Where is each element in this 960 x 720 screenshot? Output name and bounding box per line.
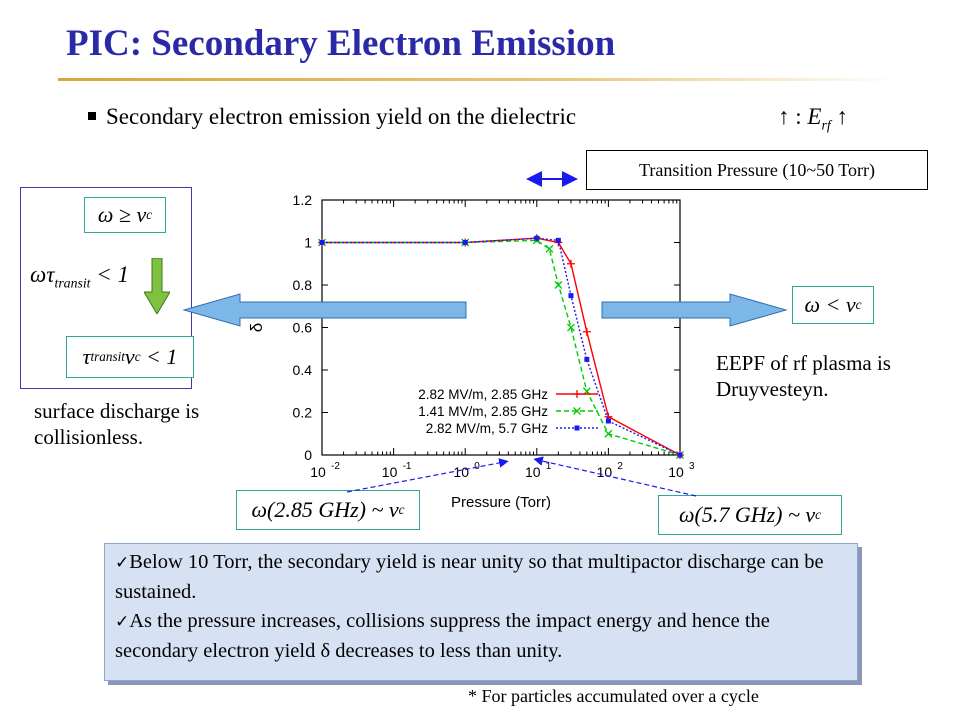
data-point-cross <box>545 244 554 253</box>
eq1-lhs: ω <box>97 202 114 227</box>
x-tick-exponent: -2 <box>331 461 340 472</box>
checkmark-icon: ✓ <box>115 612 130 632</box>
eq1-rhs: ≥ ν <box>118 202 147 227</box>
erf-trend-note: ↑ : Erf ↑ <box>778 104 848 134</box>
bottom-eq2-lhs: ω(5.7 GHz) ~ ν <box>678 502 816 527</box>
right-caption: EEPF of rf plasma is Druyvesteyn. <box>716 351 891 401</box>
y-tick-label: 0.6 <box>293 320 313 336</box>
erf-var: E <box>807 104 822 129</box>
eq2-sub: transit <box>54 275 91 291</box>
right-eq-sub: c <box>855 297 862 312</box>
series-line <box>322 237 681 456</box>
slide-title: PIC: Secondary Electron Emission <box>66 23 616 64</box>
data-point-square <box>574 425 580 431</box>
data-point-square <box>584 356 590 362</box>
data-point-cross <box>567 323 575 332</box>
data-point-square <box>534 235 540 241</box>
y-axis-label: δ <box>247 323 266 332</box>
note-text-2b: decreases to less than unity. <box>330 640 563 662</box>
eq3-rhs: < 1 <box>146 344 178 369</box>
data-point-cross <box>573 407 581 415</box>
square-bullet-icon <box>88 111 96 120</box>
legend-entry: 2.82 MV/m, 5.7 GHz <box>426 421 549 436</box>
data-point-square <box>555 237 561 243</box>
data-point-cross <box>604 429 613 438</box>
x-tick-label: 10 <box>668 464 684 480</box>
green-down-arrow-icon <box>144 258 170 314</box>
summary-note: ✓Below 10 Torr, the secondary yield is n… <box>104 543 858 681</box>
data-point-square <box>319 240 325 245</box>
pointer-5-7ghz-icon <box>533 456 697 497</box>
y-tick-label: 0.8 <box>293 277 313 293</box>
y-tick-label: 1.2 <box>293 192 313 208</box>
data-point-plus <box>582 327 591 336</box>
erf-sub: rf <box>821 117 831 133</box>
x-tick-label: 10 <box>310 464 326 480</box>
x-tick-label: 10 <box>453 464 469 480</box>
legend-entry: 1.41 MV/m, 2.85 GHz <box>418 404 548 419</box>
eq3-lhs: τ <box>82 344 91 369</box>
bullet-text: Secondary electron emission yield on the… <box>106 104 577 129</box>
bottom-eq1-lhs: ω(2.85 GHz) ~ ν <box>251 497 399 522</box>
data-point-square <box>568 293 574 299</box>
bottom-eq2-sub: c <box>815 507 822 522</box>
eq3-mid: ν <box>124 344 135 369</box>
x-tick-label: 10 <box>597 464 613 480</box>
x-axis-label: Pressure (Torr) <box>451 494 551 511</box>
y-tick-label: 0.2 <box>293 405 313 421</box>
up-arrow-icon-2: ↑ <box>836 104 848 129</box>
x-tick-label: 10 <box>382 464 398 480</box>
x-tick-label: 10 <box>525 464 541 480</box>
x-tick-exponent: 2 <box>617 461 623 472</box>
y-tick-label: 0.4 <box>293 362 313 378</box>
x-tick-exponent: 0 <box>474 461 480 472</box>
note-delta: δ <box>320 640 331 662</box>
data-point-plus <box>566 259 575 268</box>
x-tick-exponent: -1 <box>403 461 412 472</box>
bottom-eq1-sub: c <box>398 502 405 517</box>
pointer-2-85ghz-icon <box>346 458 509 493</box>
eq3-sub2: c <box>134 349 141 364</box>
data-point-plus <box>573 390 581 398</box>
omega-tau-transit-equation: ωτtransit < 1 <box>30 262 129 292</box>
eq2-rhs: < 1 <box>96 262 130 287</box>
note-item-2: ✓As the pressure increases, collisions s… <box>115 607 847 666</box>
data-point-square <box>462 240 468 245</box>
x-tick-exponent: 3 <box>689 461 695 472</box>
eq2-lhs: ωτ <box>30 262 55 287</box>
y-tick-label: 0 <box>304 447 312 463</box>
checkmark-icon: ✓ <box>115 553 130 573</box>
eq1-sub: c <box>146 207 153 222</box>
up-arrow-icon: ↑ : <box>778 104 802 129</box>
footnote: * For particles accumulated over a cycle <box>468 686 759 706</box>
note-text-1: Below 10 Torr, the secondary yield is ne… <box>115 551 824 603</box>
title-underline <box>58 78 898 81</box>
note-item-1: ✓Below 10 Torr, the secondary yield is n… <box>115 548 847 607</box>
left-caption: surface discharge is collisionless. <box>34 399 200 449</box>
legend-entry: 2.82 MV/m, 2.85 GHz <box>418 387 548 402</box>
left-wide-arrow-icon <box>182 293 467 327</box>
right-wide-arrow-icon <box>601 293 788 327</box>
x-tick-exponent: 1 <box>546 461 552 472</box>
note-text-2a: As the pressure increases, collisions su… <box>115 610 770 662</box>
data-point-square <box>605 418 611 424</box>
eq3-sub: transit <box>90 349 125 364</box>
data-point-square <box>677 452 683 458</box>
bullet-line: Secondary electron emission yield on the… <box>88 104 576 130</box>
right-eq-lhs: ω < ν <box>804 292 856 317</box>
collisionless-conditions-panel <box>20 187 192 389</box>
data-point-cross <box>554 281 563 289</box>
y-tick-label: 1 <box>304 235 312 251</box>
tau-transit-nu-equation: τ transit ν c < 1 <box>66 336 194 378</box>
transition-pressure-label: Transition Pressure (10~50 Torr) <box>586 150 928 190</box>
